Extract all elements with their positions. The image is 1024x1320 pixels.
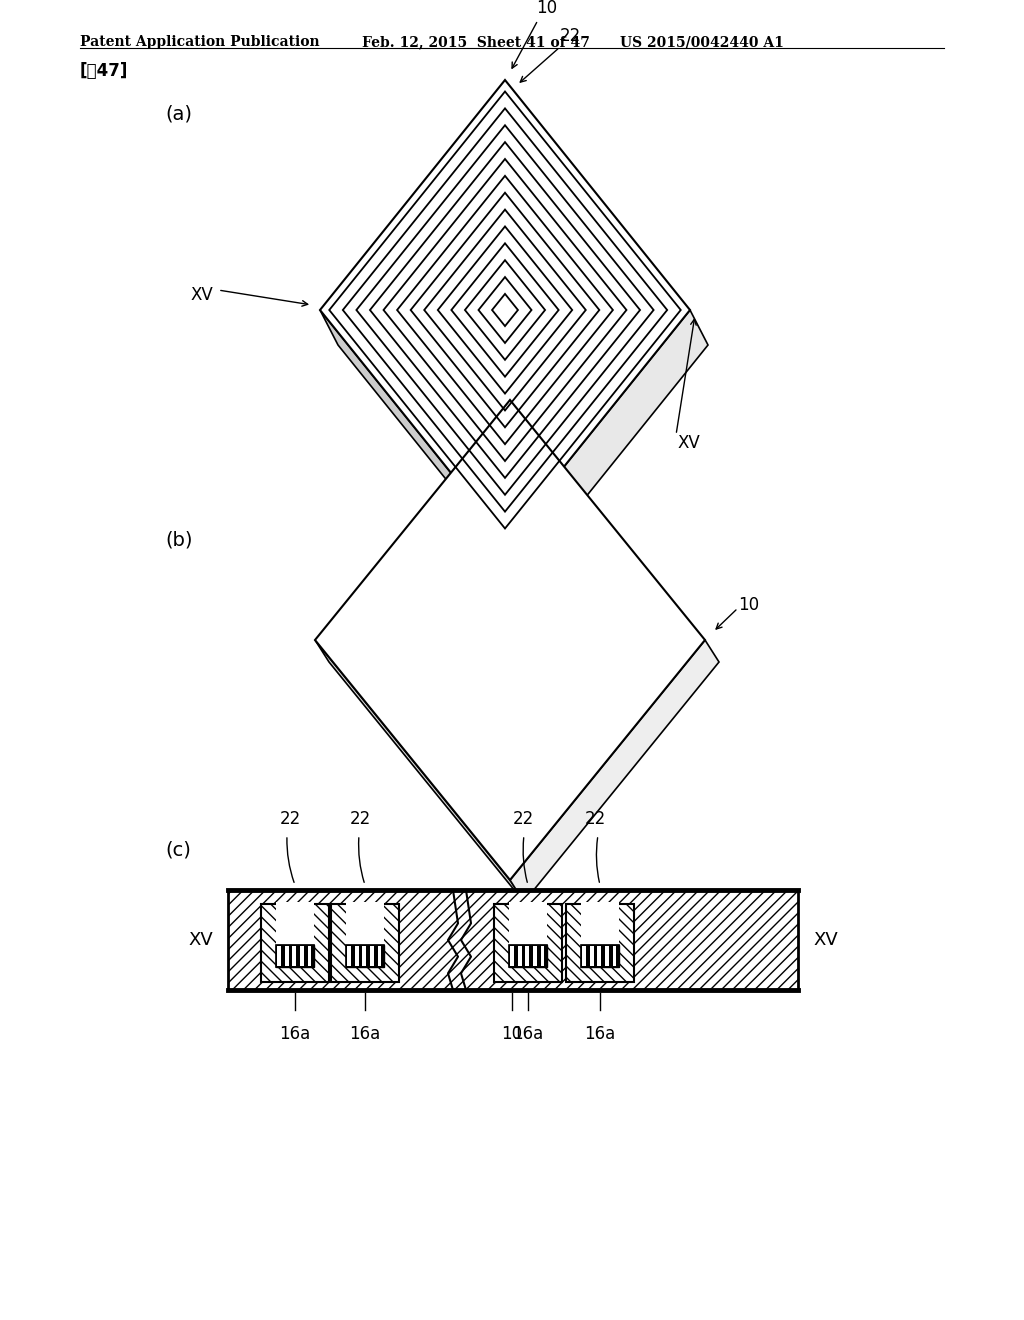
- Text: (c): (c): [165, 840, 190, 859]
- Polygon shape: [532, 946, 537, 966]
- Polygon shape: [276, 945, 314, 968]
- Text: 22: 22: [349, 810, 371, 828]
- Polygon shape: [319, 310, 523, 576]
- Polygon shape: [541, 946, 545, 966]
- Polygon shape: [509, 945, 547, 968]
- Polygon shape: [319, 81, 690, 540]
- Polygon shape: [510, 946, 514, 966]
- Polygon shape: [494, 904, 562, 982]
- Polygon shape: [354, 946, 358, 966]
- Text: XV: XV: [190, 286, 213, 304]
- Text: 22: 22: [280, 810, 301, 828]
- Polygon shape: [300, 946, 304, 966]
- Text: 16a: 16a: [585, 1026, 615, 1043]
- Text: XV: XV: [678, 434, 700, 451]
- Polygon shape: [525, 946, 529, 966]
- Text: 16a: 16a: [349, 1026, 381, 1043]
- Text: (b): (b): [165, 531, 193, 549]
- Text: 16a: 16a: [280, 1026, 310, 1043]
- Polygon shape: [590, 946, 594, 966]
- Polygon shape: [315, 400, 705, 880]
- Text: 10: 10: [502, 1026, 522, 1043]
- Text: 10: 10: [738, 597, 759, 614]
- Polygon shape: [605, 946, 608, 966]
- Text: 10: 10: [536, 0, 557, 17]
- Polygon shape: [346, 902, 384, 968]
- Polygon shape: [228, 890, 798, 990]
- Text: Patent Application Publication: Patent Application Publication: [80, 36, 319, 49]
- Text: 16a: 16a: [512, 1026, 544, 1043]
- Polygon shape: [362, 946, 367, 966]
- Text: [围47]: [围47]: [80, 62, 128, 81]
- Polygon shape: [597, 946, 601, 966]
- Polygon shape: [378, 946, 381, 966]
- Text: 22: 22: [560, 26, 582, 45]
- Polygon shape: [612, 946, 616, 966]
- Polygon shape: [505, 310, 708, 576]
- Polygon shape: [566, 904, 634, 982]
- Polygon shape: [509, 902, 547, 968]
- Polygon shape: [261, 904, 329, 982]
- Polygon shape: [307, 946, 311, 966]
- Polygon shape: [582, 946, 586, 966]
- Polygon shape: [581, 902, 618, 968]
- Polygon shape: [347, 946, 351, 966]
- Polygon shape: [346, 945, 384, 968]
- Text: US 2015/0042440 A1: US 2015/0042440 A1: [620, 36, 784, 49]
- Polygon shape: [292, 946, 296, 966]
- Polygon shape: [510, 640, 719, 902]
- Polygon shape: [276, 902, 314, 968]
- Polygon shape: [331, 904, 399, 982]
- Polygon shape: [278, 946, 281, 966]
- Polygon shape: [315, 640, 524, 902]
- Polygon shape: [285, 946, 289, 966]
- Text: XV: XV: [188, 931, 213, 949]
- Polygon shape: [581, 945, 618, 968]
- Polygon shape: [518, 946, 521, 966]
- Text: Feb. 12, 2015  Sheet 41 of 47: Feb. 12, 2015 Sheet 41 of 47: [362, 36, 590, 49]
- Text: 22: 22: [512, 810, 534, 828]
- Text: 22: 22: [585, 810, 605, 828]
- Text: (a): (a): [165, 106, 193, 124]
- Text: XV: XV: [813, 931, 838, 949]
- Polygon shape: [370, 946, 374, 966]
